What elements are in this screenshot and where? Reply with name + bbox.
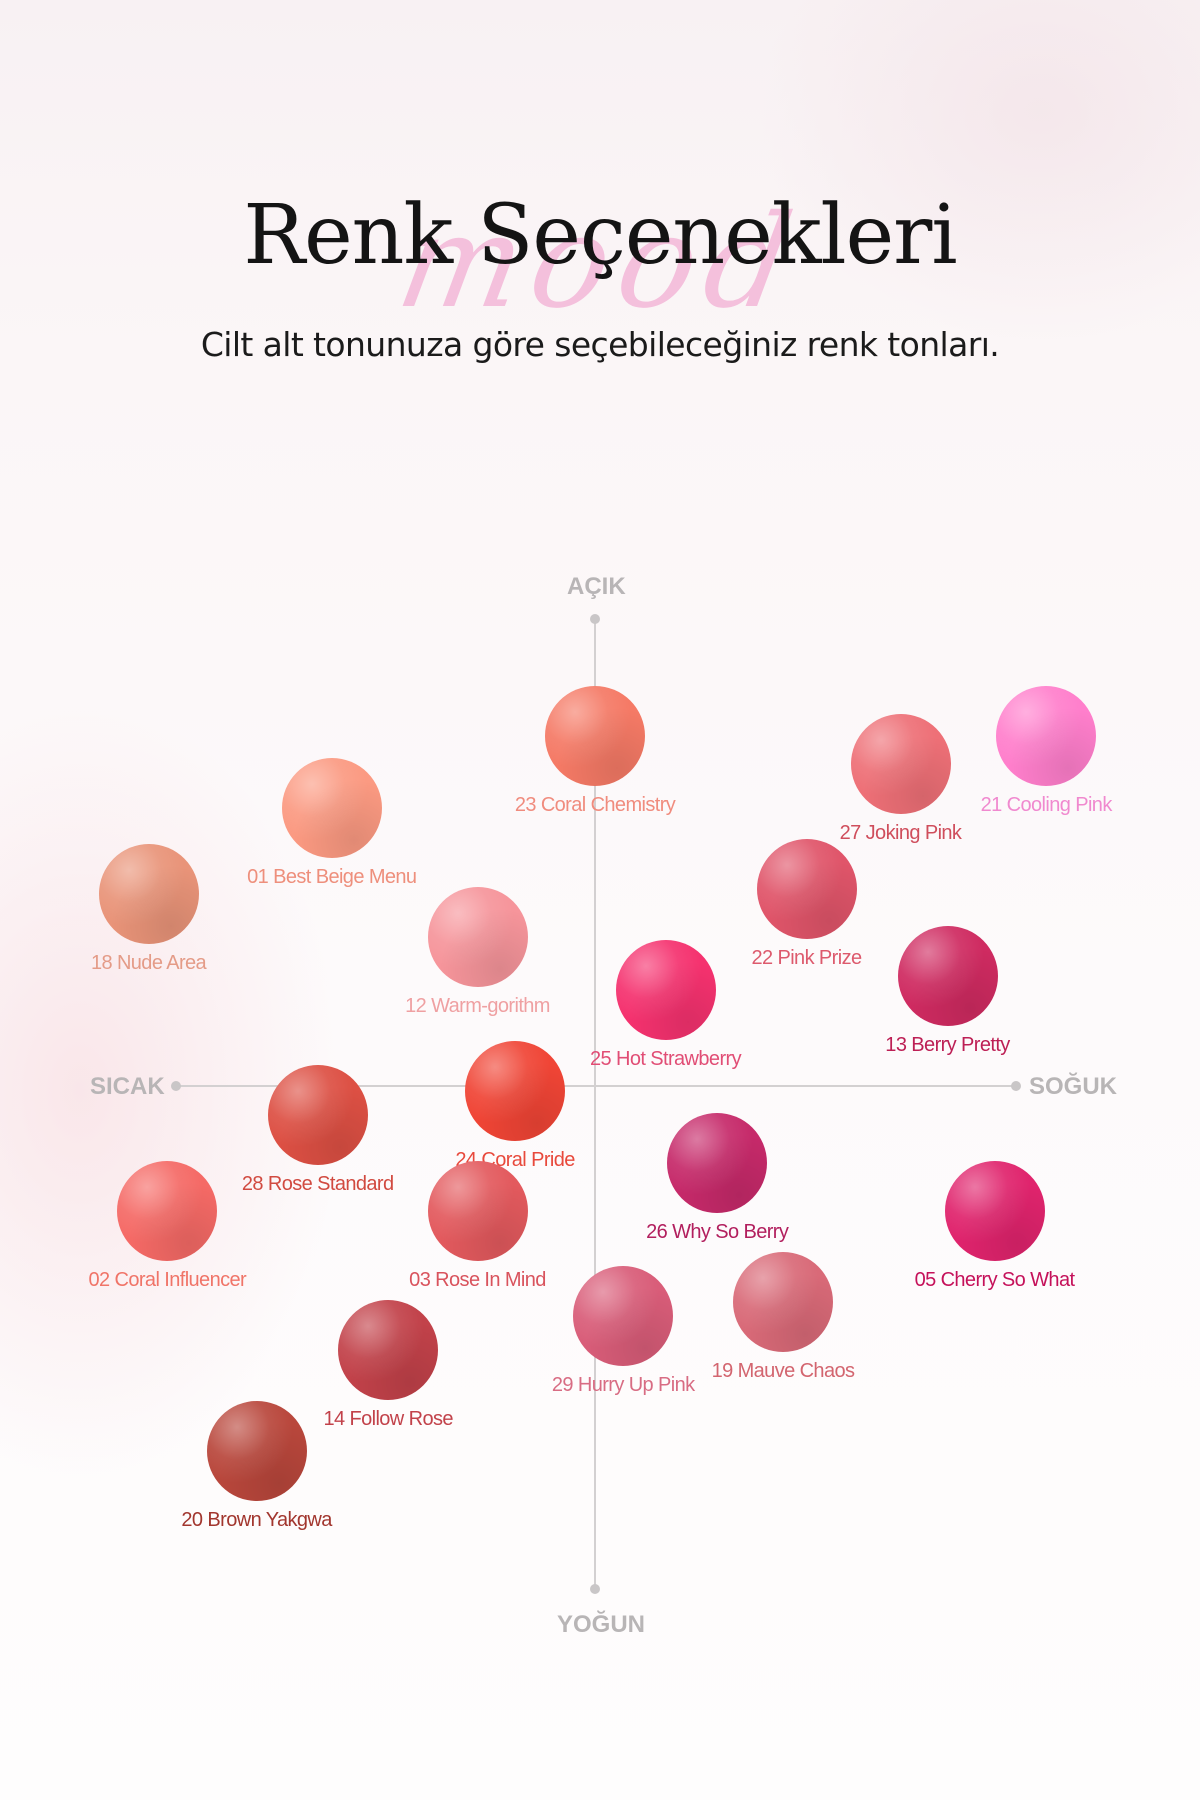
axis-label-bottom: YOĞUN [557, 1611, 646, 1638]
swatch-gloss [756, 839, 857, 940]
shade-swatch[interactable] [427, 1160, 528, 1261]
shade-swatch[interactable] [756, 839, 857, 940]
shade-label: 23 Coral Chemistry [514, 793, 676, 816]
shade-swatch[interactable] [281, 757, 382, 858]
shade-label: 13 Berry Pretty [885, 1033, 1010, 1056]
axis-top-dot [590, 614, 600, 624]
shade-label: 21 Cooling Pink [980, 793, 1113, 816]
shade-label: 24 Coral Pride [455, 1148, 575, 1171]
shade-swatch[interactable] [850, 714, 951, 815]
axis-right-dot [1011, 1081, 1021, 1091]
axis-bottom-dot [590, 1584, 600, 1594]
swatch-gloss [944, 1160, 1045, 1261]
shade-swatch[interactable] [667, 1112, 768, 1213]
swatch-gloss [267, 1064, 368, 1165]
shade-swatch[interactable] [267, 1064, 368, 1165]
swatch-gloss [573, 1266, 674, 1367]
swatch-gloss [996, 685, 1097, 786]
swatch-gloss [281, 757, 382, 858]
shade-label: 20 Brown Yakgwa [181, 1508, 332, 1531]
swatch-gloss [667, 1112, 768, 1213]
shade-label: 12 Warm-gorithm [405, 995, 550, 1018]
swatch-gloss [427, 1160, 528, 1261]
swatch-gloss [545, 685, 645, 786]
shade-swatch[interactable] [897, 925, 998, 1026]
shade-swatch[interactable] [117, 1160, 218, 1261]
shade-swatch[interactable] [944, 1160, 1045, 1261]
page-subtitle: Cilt alt tonunuza göre seçebileceğiniz r… [200, 325, 1000, 364]
shade-label: 02 Coral Influencer [88, 1268, 247, 1291]
shade-label: 22 Pink Prize [751, 947, 862, 970]
shade-swatch[interactable] [427, 887, 528, 988]
shade-label: 05 Cherry So What [914, 1268, 1075, 1291]
swatch-gloss [850, 714, 951, 815]
shade-swatch[interactable] [996, 685, 1097, 786]
axis-label-right: SOĞUK [1029, 1073, 1118, 1100]
shade-swatch[interactable] [338, 1300, 439, 1400]
shade-label: 28 Rose Standard [241, 1172, 394, 1195]
shade-swatch[interactable] [573, 1266, 674, 1367]
swatch-gloss [117, 1160, 218, 1261]
shade-swatch[interactable] [615, 940, 716, 1040]
swatch-gloss [98, 844, 199, 944]
horizontal-axis [176, 1085, 1016, 1087]
shade-label: 14 Follow Rose [323, 1408, 453, 1430]
shade-label: 03 Rose In Mind [409, 1268, 546, 1291]
shade-label: 26 Why So Berry [646, 1220, 789, 1243]
shade-label: 01 Best Beige Menu [247, 865, 417, 888]
shade-label: 19 Mauve Chaos [711, 1360, 855, 1382]
shade-swatch[interactable] [98, 844, 199, 944]
swatch-gloss [338, 1300, 439, 1400]
swatch-gloss [465, 1040, 566, 1141]
swatch-gloss [615, 940, 716, 1040]
shade-label: 25 Hot Strawberry [590, 1048, 742, 1070]
axis-label-left: SICAK [90, 1073, 165, 1100]
axis-left-dot [171, 1081, 181, 1091]
swatch-gloss [206, 1400, 307, 1501]
axis-label-top: AÇIK [567, 573, 626, 600]
swatch-gloss [733, 1252, 833, 1352]
page-title: Renk Seçenekleri [243, 188, 957, 283]
shade-swatch[interactable] [465, 1040, 566, 1141]
swatch-gloss [897, 925, 998, 1026]
swatch-gloss [427, 887, 528, 988]
shade-swatch[interactable] [206, 1400, 307, 1501]
shade-swatch[interactable] [545, 685, 645, 786]
shade-label: 29 Hurry Up Pink [551, 1374, 695, 1397]
shade-label: 18 Nude Area [90, 952, 207, 974]
shade-swatch[interactable] [733, 1252, 833, 1352]
vertical-axis [594, 619, 596, 1589]
shade-label: 27 Joking Pink [839, 822, 962, 845]
